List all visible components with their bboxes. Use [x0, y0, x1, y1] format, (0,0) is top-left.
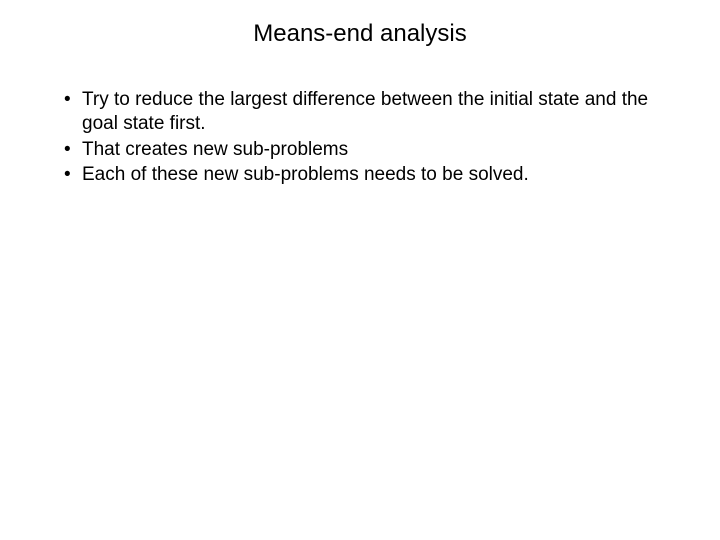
bullet-item: Each of these new sub-problems needs to …: [64, 163, 680, 187]
bullet-item: That creates new sub-problems: [64, 138, 680, 162]
bullet-item: Try to reduce the largest difference bet…: [64, 88, 680, 136]
slide-title: Means-end analysis: [40, 20, 680, 48]
bullet-list: Try to reduce the largest difference bet…: [40, 88, 680, 187]
